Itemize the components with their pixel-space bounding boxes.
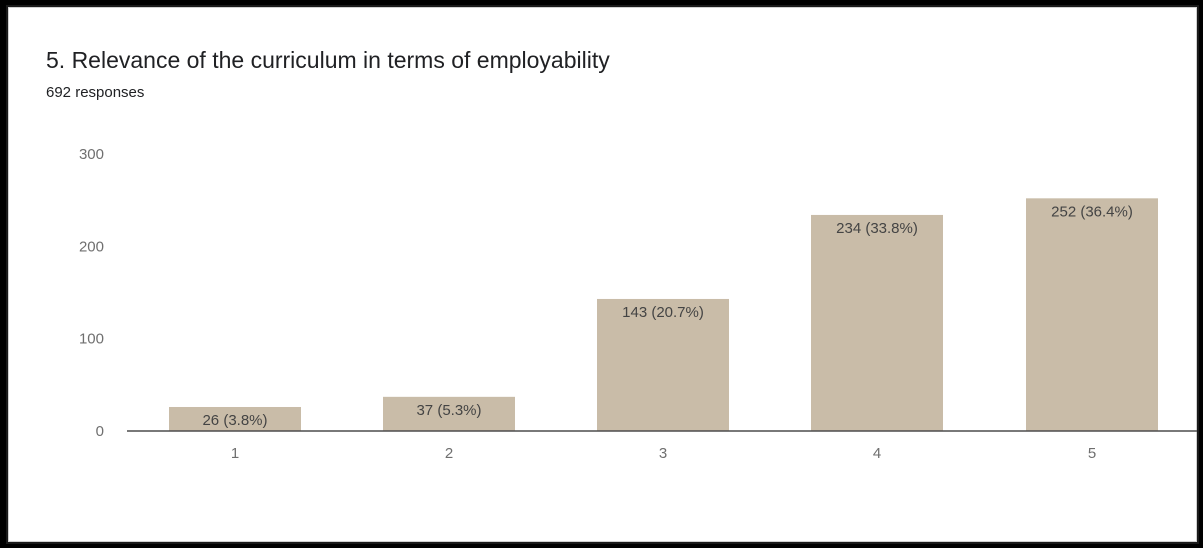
y-tick-label: 200 [79, 238, 104, 255]
bar-data-label: 26 (3.8%) [202, 412, 267, 429]
bar[interactable] [811, 214, 943, 431]
y-tick-label: 0 [96, 423, 104, 440]
question-title: 5. Relevance of the curriculum in terms … [46, 47, 610, 73]
bar-data-label: 234 (33.8%) [836, 220, 918, 237]
bar-data-label: 37 (5.3%) [416, 402, 481, 419]
bar[interactable] [597, 298, 729, 431]
response-count: 692 responses [46, 84, 145, 101]
x-tick-label: 5 [1088, 445, 1096, 462]
x-tick-label: 1 [231, 445, 239, 462]
chart-card: 5. Relevance of the curriculum in terms … [6, 5, 1199, 544]
bar-data-label: 143 (20.7%) [622, 304, 704, 321]
bar[interactable] [1026, 198, 1158, 431]
bar[interactable] [169, 406, 301, 431]
y-tick-label: 100 [79, 331, 104, 348]
bar[interactable] [383, 396, 515, 431]
y-tick-label: 300 [79, 146, 104, 163]
x-tick-label: 4 [873, 445, 881, 462]
x-tick-label: 2 [445, 445, 453, 462]
bar-data-label: 252 (36.4%) [1051, 203, 1133, 220]
x-tick-label: 3 [659, 445, 667, 462]
bar-chart: 0 100 200 300 26 (3.8%) 1 37 (5.3%) 2 143 (20.7%… [79, 146, 1197, 462]
